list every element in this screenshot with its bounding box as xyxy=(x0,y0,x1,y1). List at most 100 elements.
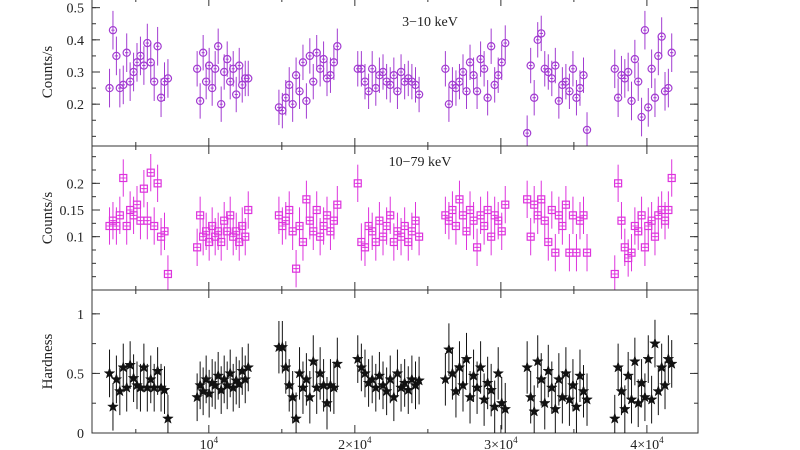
data-point xyxy=(579,71,588,80)
y-tick-label: 0.4 xyxy=(67,34,85,49)
x-tick-label: 4×104 xyxy=(630,435,664,450)
data-point xyxy=(303,390,316,403)
data-point xyxy=(488,400,501,412)
data-point xyxy=(213,42,223,51)
panel-frame xyxy=(91,289,699,434)
data-point xyxy=(242,361,255,373)
data-point xyxy=(479,64,489,73)
panel-middle: 0.1 0.15 0.2 Counts/s 10−79 keV xyxy=(40,145,699,291)
data-point xyxy=(627,96,636,106)
data-point xyxy=(458,67,468,77)
data-point xyxy=(203,387,216,399)
data-point xyxy=(288,99,297,109)
data-point xyxy=(331,357,344,369)
data-point xyxy=(191,390,204,403)
data-point xyxy=(623,67,633,77)
x-tick-mantissa: 2×10 xyxy=(338,438,367,450)
y-tick-label: 0.15 xyxy=(60,204,85,219)
panel-top: 0.2 0.3 0.4 0.5 Counts/s 3−10 keV xyxy=(40,0,699,147)
data-point xyxy=(209,379,222,391)
data-point xyxy=(333,42,342,51)
data-point xyxy=(200,373,213,385)
data-point xyxy=(625,393,638,405)
data-point xyxy=(393,87,402,96)
x-tick-exponent: 4 xyxy=(513,435,518,445)
data-point xyxy=(290,412,303,424)
data-point xyxy=(149,77,159,86)
data-point xyxy=(526,61,535,70)
data-point xyxy=(650,93,660,102)
data-point xyxy=(309,77,318,86)
data-point xyxy=(659,379,671,391)
data-point xyxy=(628,355,641,367)
data-point xyxy=(460,352,473,365)
energy-band-label: 10−79 keV xyxy=(389,155,452,170)
data-point xyxy=(298,58,308,67)
data-point xyxy=(608,412,621,424)
data-point xyxy=(153,42,162,51)
data-point xyxy=(197,385,210,397)
data-point xyxy=(223,54,232,64)
data-point xyxy=(441,64,450,73)
data-point xyxy=(618,402,631,415)
data-point xyxy=(551,61,560,70)
data-point xyxy=(665,357,678,369)
data-point xyxy=(119,80,128,90)
y-axis-title: Counts/s xyxy=(40,46,56,99)
data-point xyxy=(201,77,211,86)
data-point xyxy=(549,402,562,415)
data-point xyxy=(122,48,131,57)
data-point xyxy=(414,90,424,99)
data-point xyxy=(239,373,252,385)
data-point xyxy=(486,42,496,51)
data-point xyxy=(649,337,661,349)
y-tick-label: 0.5 xyxy=(67,367,85,382)
data-point xyxy=(472,87,482,96)
data-point xyxy=(501,38,510,48)
data-point xyxy=(644,103,653,112)
data-point xyxy=(216,99,226,109)
data-point xyxy=(163,74,173,83)
x-tick-exponent: 4 xyxy=(659,435,664,445)
y-tick-label: 0 xyxy=(77,427,84,442)
data-point xyxy=(528,405,541,417)
data-point xyxy=(645,393,658,405)
data-point xyxy=(218,373,231,385)
data-point xyxy=(570,400,583,412)
data-point xyxy=(207,83,217,93)
data-point xyxy=(444,99,454,109)
y-tick-label: 0.1 xyxy=(67,231,85,246)
data-point xyxy=(537,29,546,38)
data-points xyxy=(105,10,676,146)
data-point xyxy=(522,128,532,138)
data-point xyxy=(635,376,648,389)
data-point xyxy=(483,93,492,102)
data-point xyxy=(582,125,592,135)
data-point xyxy=(565,87,574,96)
data-point xyxy=(462,87,471,96)
data-point xyxy=(610,64,619,73)
data-point xyxy=(474,361,487,373)
x-tick-label: 2×104 xyxy=(338,435,372,450)
data-point xyxy=(367,64,377,73)
data-point xyxy=(615,385,628,397)
data-point xyxy=(232,90,241,99)
data-point xyxy=(664,83,673,93)
data-point xyxy=(108,25,118,35)
data-point xyxy=(194,379,207,391)
y-tick-label: 0.2 xyxy=(67,177,85,192)
x-tick-exponent: 4 xyxy=(214,435,219,445)
data-point xyxy=(103,367,116,379)
y-tick-label: 1 xyxy=(77,308,84,323)
data-point xyxy=(559,367,572,379)
data-point xyxy=(198,48,208,57)
data-point xyxy=(568,64,578,73)
data-point xyxy=(161,412,174,424)
data-point xyxy=(212,369,225,381)
data-point xyxy=(637,112,646,122)
data-point xyxy=(302,96,311,106)
data-point xyxy=(413,374,426,386)
y-tick-label: 0.3 xyxy=(67,66,85,81)
data-point xyxy=(112,51,121,61)
panel-frame xyxy=(91,0,699,147)
